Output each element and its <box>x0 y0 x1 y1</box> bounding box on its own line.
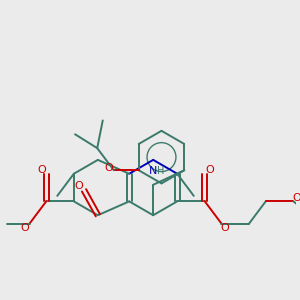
Text: O: O <box>292 194 300 203</box>
Text: H: H <box>158 166 165 176</box>
Text: O: O <box>75 182 83 191</box>
Text: O: O <box>104 163 113 173</box>
Text: O: O <box>206 165 214 175</box>
Text: O: O <box>20 224 29 233</box>
Text: O: O <box>220 224 229 233</box>
Text: N: N <box>149 166 158 176</box>
Text: O: O <box>37 165 46 175</box>
